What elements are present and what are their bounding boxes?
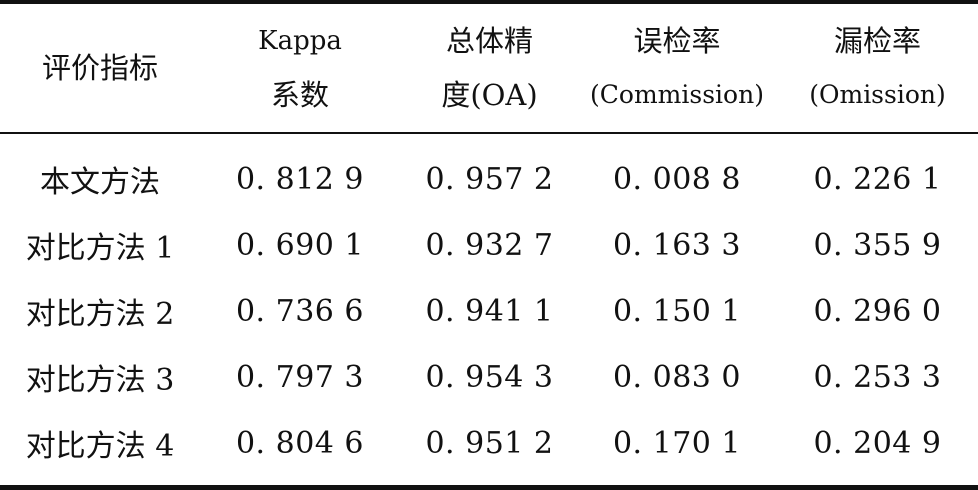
omission-cell: 0. 296 0: [813, 293, 942, 329]
oa-cell: 0. 941 1: [425, 293, 554, 329]
table-row: 对比方法 1 0. 690 1 0. 932 7 0. 163 3 0. 355…: [0, 212, 978, 278]
header-commission-line2: (Commission): [590, 80, 764, 109]
method-cell: 对比方法 3: [25, 363, 175, 398]
method-cell: 对比方法 1: [25, 231, 175, 266]
table-row: 本文方法 0. 812 9 0. 957 2 0. 008 8 0. 226 1: [0, 146, 978, 212]
header-metric: 评价指标: [0, 4, 200, 132]
header-kappa-line2: 系数: [270, 78, 329, 112]
kappa-cell: 0. 804 6: [235, 425, 365, 461]
omission-cell: 0. 355 9: [813, 227, 942, 263]
table-row: 对比方法 4 0. 804 6 0. 951 2 0. 170 1 0. 204…: [0, 410, 978, 476]
commission-cell: 0. 170 1: [612, 425, 742, 461]
table-row: 对比方法 2 0. 736 6 0. 941 1 0. 150 1 0. 296…: [0, 278, 978, 344]
oa-cell: 0. 932 7: [425, 227, 554, 263]
header-omission-line2: (Omission): [809, 80, 946, 109]
method-cell: 对比方法 2: [25, 297, 175, 332]
commission-cell: 0. 150 1: [612, 293, 742, 329]
oa-cell: 0. 957 2: [425, 161, 554, 197]
kappa-cell: 0. 736 6: [235, 293, 365, 329]
commission-cell: 0. 163 3: [612, 227, 742, 263]
header-kappa-line1: Kappa: [258, 26, 342, 56]
kappa-cell: 0. 690 1: [235, 227, 365, 263]
kappa-cell: 0. 812 9: [235, 161, 365, 197]
kappa-cell: 0. 797 3: [235, 359, 365, 395]
table-header-row: 评价指标 Kappa 系数 总体精 度(OA) 误检率 (Commission)…: [0, 4, 978, 132]
header-oa-line1: 总体精: [445, 24, 533, 58]
header-kappa: Kappa 系数: [200, 4, 400, 132]
table-header-rule: [0, 132, 978, 134]
header-metric-label: 评价指标: [41, 51, 158, 85]
omission-cell: 0. 226 1: [813, 161, 942, 197]
header-commission: 误检率 (Commission): [577, 4, 777, 132]
header-omission: 漏检率 (Omission): [777, 4, 978, 132]
commission-cell: 0. 008 8: [612, 161, 742, 197]
oa-cell: 0. 954 3: [425, 359, 554, 395]
table-row: 对比方法 3 0. 797 3 0. 954 3 0. 083 0 0. 253…: [0, 344, 978, 410]
table-body: 本文方法 0. 812 9 0. 957 2 0. 008 8 0. 226 1…: [0, 146, 978, 476]
method-cell: 本文方法: [40, 165, 160, 200]
method-cell: 对比方法 4: [25, 429, 175, 464]
header-omission-line1: 漏检率: [833, 24, 921, 58]
table-top-rule: [0, 0, 978, 4]
omission-cell: 0. 253 3: [813, 359, 942, 395]
header-commission-line1: 误检率: [633, 24, 721, 58]
commission-cell: 0. 083 0: [612, 359, 742, 395]
header-oa: 总体精 度(OA): [392, 4, 587, 132]
omission-cell: 0. 204 9: [813, 425, 942, 461]
table-bottom-rule: [0, 485, 978, 490]
header-oa-line2: 度(OA): [441, 78, 538, 112]
oa-cell: 0. 951 2: [425, 425, 554, 461]
